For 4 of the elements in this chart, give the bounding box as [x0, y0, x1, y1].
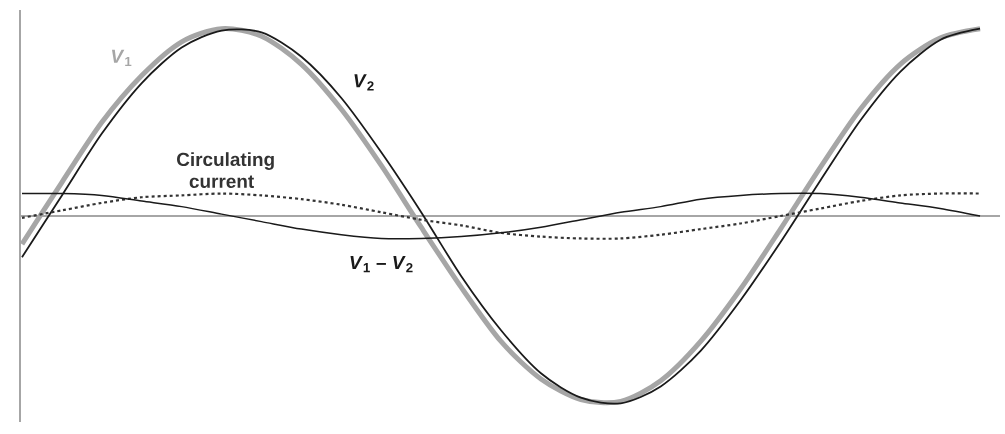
- series-label: V$_{1}$: [112, 49, 132, 67]
- series-label: Circulating current: [177, 152, 274, 189]
- series-label: V$_{1}$ – V$_{2}$: [350, 256, 413, 273]
- series-label: V$_{2}$: [354, 74, 374, 91]
